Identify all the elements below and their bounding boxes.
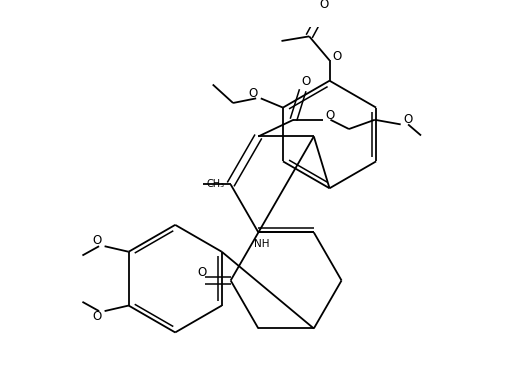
Text: CH₃: CH₃ bbox=[207, 178, 225, 189]
Text: O: O bbox=[301, 75, 310, 88]
Text: O: O bbox=[93, 234, 102, 247]
Text: O: O bbox=[319, 0, 329, 11]
Text: O: O bbox=[93, 310, 102, 323]
Text: O: O bbox=[403, 113, 413, 126]
Text: O: O bbox=[197, 266, 207, 279]
Text: O: O bbox=[326, 108, 335, 122]
Text: O: O bbox=[332, 50, 341, 63]
Text: NH: NH bbox=[255, 239, 270, 249]
Text: O: O bbox=[249, 87, 258, 100]
